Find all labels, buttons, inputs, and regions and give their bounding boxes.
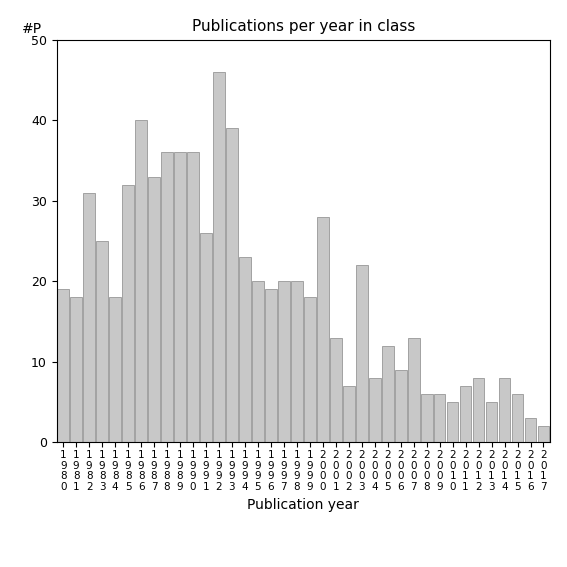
Bar — [343, 386, 354, 442]
Bar — [421, 394, 433, 442]
Bar — [486, 402, 497, 442]
Bar — [524, 418, 536, 442]
Bar — [265, 289, 277, 442]
Bar — [434, 394, 446, 442]
Bar — [291, 281, 303, 442]
Bar — [317, 217, 329, 442]
Bar — [408, 337, 420, 442]
Bar — [109, 297, 121, 442]
Bar — [460, 386, 471, 442]
Bar — [447, 402, 459, 442]
Bar — [473, 378, 484, 442]
Text: #P: #P — [22, 22, 43, 36]
Bar — [511, 394, 523, 442]
Bar — [226, 128, 238, 442]
Bar — [213, 72, 225, 442]
Bar — [96, 241, 108, 442]
Bar — [382, 346, 393, 442]
Bar — [187, 153, 199, 442]
Bar — [148, 176, 160, 442]
Bar — [57, 289, 69, 442]
Bar — [304, 297, 316, 442]
X-axis label: Publication year: Publication year — [247, 498, 359, 512]
Bar — [395, 370, 407, 442]
Bar — [174, 153, 186, 442]
Bar — [161, 153, 173, 442]
Bar — [356, 265, 367, 442]
Bar — [83, 193, 95, 442]
Bar — [239, 257, 251, 442]
Bar — [538, 426, 549, 442]
Bar — [252, 281, 264, 442]
Bar — [330, 337, 342, 442]
Bar — [369, 378, 380, 442]
Bar — [278, 281, 290, 442]
Bar — [70, 297, 82, 442]
Title: Publications per year in class: Publications per year in class — [192, 19, 415, 35]
Bar — [200, 233, 212, 442]
Bar — [122, 185, 134, 442]
Bar — [136, 120, 147, 442]
Bar — [499, 378, 510, 442]
